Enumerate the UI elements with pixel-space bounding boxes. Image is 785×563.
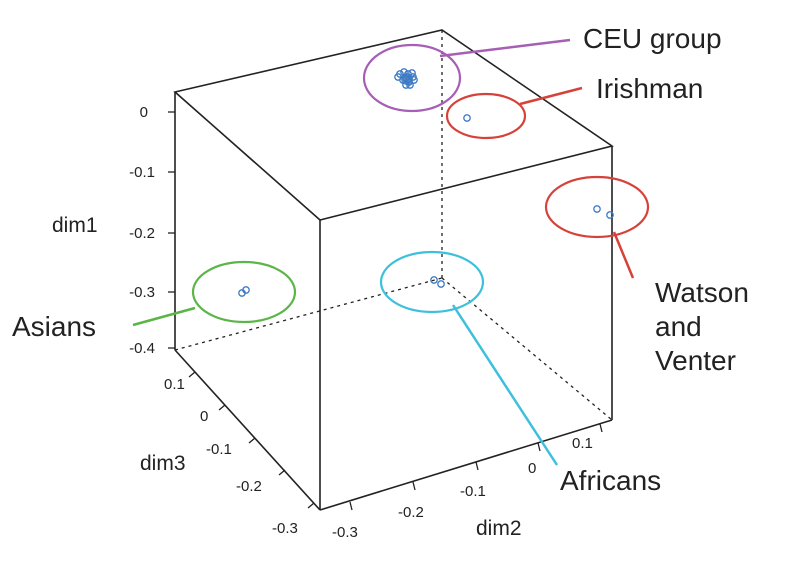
box-edge-bottom-right xyxy=(319,419,613,511)
group-label: Irishman xyxy=(596,73,703,104)
data-point xyxy=(430,276,438,284)
dim2-tick-label: -0.1 xyxy=(460,483,486,500)
group-label: Asians xyxy=(12,311,96,342)
dim3-tick-mark xyxy=(218,404,226,411)
dim3-tick-label: 0 xyxy=(200,408,208,425)
group-leader-line xyxy=(132,306,196,327)
data-point xyxy=(593,205,601,213)
group-label: Africans xyxy=(560,465,661,496)
group-label: Venter xyxy=(655,345,736,376)
group-label: Watson xyxy=(655,277,749,308)
group-leader-line xyxy=(439,38,571,58)
dim3-tick-label: -0.1 xyxy=(206,441,232,458)
dim2-tick-mark xyxy=(349,501,353,511)
group-label: CEU group xyxy=(583,23,722,54)
dim2-tick-label: 0.1 xyxy=(572,435,593,452)
dim2-tick-label: -0.2 xyxy=(398,504,424,521)
dim1-axis-label: dim1 xyxy=(52,214,98,237)
box-edge-top xyxy=(173,29,614,221)
data-point xyxy=(242,286,250,294)
dim2-axis-label: dim2 xyxy=(476,517,522,540)
group-leader-line xyxy=(612,231,635,279)
group-ring xyxy=(379,250,485,314)
dim2-tick-label: -0.3 xyxy=(332,524,358,541)
group-leader-line xyxy=(519,86,583,106)
group-ring xyxy=(191,260,297,324)
dim3-tick-mark xyxy=(278,469,286,476)
data-point xyxy=(394,73,402,81)
group-leader-line xyxy=(451,304,559,466)
group-ring xyxy=(362,43,462,113)
dim3-tick-mark xyxy=(188,371,196,378)
box-hidden-edge-left xyxy=(174,277,443,351)
data-point xyxy=(437,280,445,288)
dim3-tick-mark xyxy=(248,437,256,444)
box-hidden-edge-right xyxy=(441,277,613,421)
dim1-tick-label: -0.3 xyxy=(129,284,155,301)
dim3-axis-label: dim3 xyxy=(140,452,186,475)
dim1-tick-label: -0.4 xyxy=(129,340,155,357)
dim2-tick-mark xyxy=(599,423,603,433)
group-ring xyxy=(544,175,650,239)
dim3-tick-label: 0.1 xyxy=(164,376,185,393)
dim2-tick-mark xyxy=(475,461,479,471)
group-label: and xyxy=(655,311,702,342)
group-ring xyxy=(445,92,527,140)
dim3-tick-mark xyxy=(307,502,315,509)
dim2-tick-label: 0 xyxy=(528,460,536,477)
data-point-cluster xyxy=(401,73,413,85)
dim3-tick-label: -0.3 xyxy=(272,520,298,537)
dim1-tick-label: -0.2 xyxy=(129,225,155,242)
dim1-tick-label: -0.1 xyxy=(129,164,155,181)
box-edge-bottom-left xyxy=(174,349,321,511)
dim3-tick-label: -0.2 xyxy=(236,478,262,495)
data-point xyxy=(463,114,471,122)
dim1-tick-label: 0 xyxy=(140,104,148,121)
dim2-tick-mark xyxy=(412,481,416,491)
dim2-tick-mark xyxy=(537,442,541,452)
data-point xyxy=(606,211,614,219)
